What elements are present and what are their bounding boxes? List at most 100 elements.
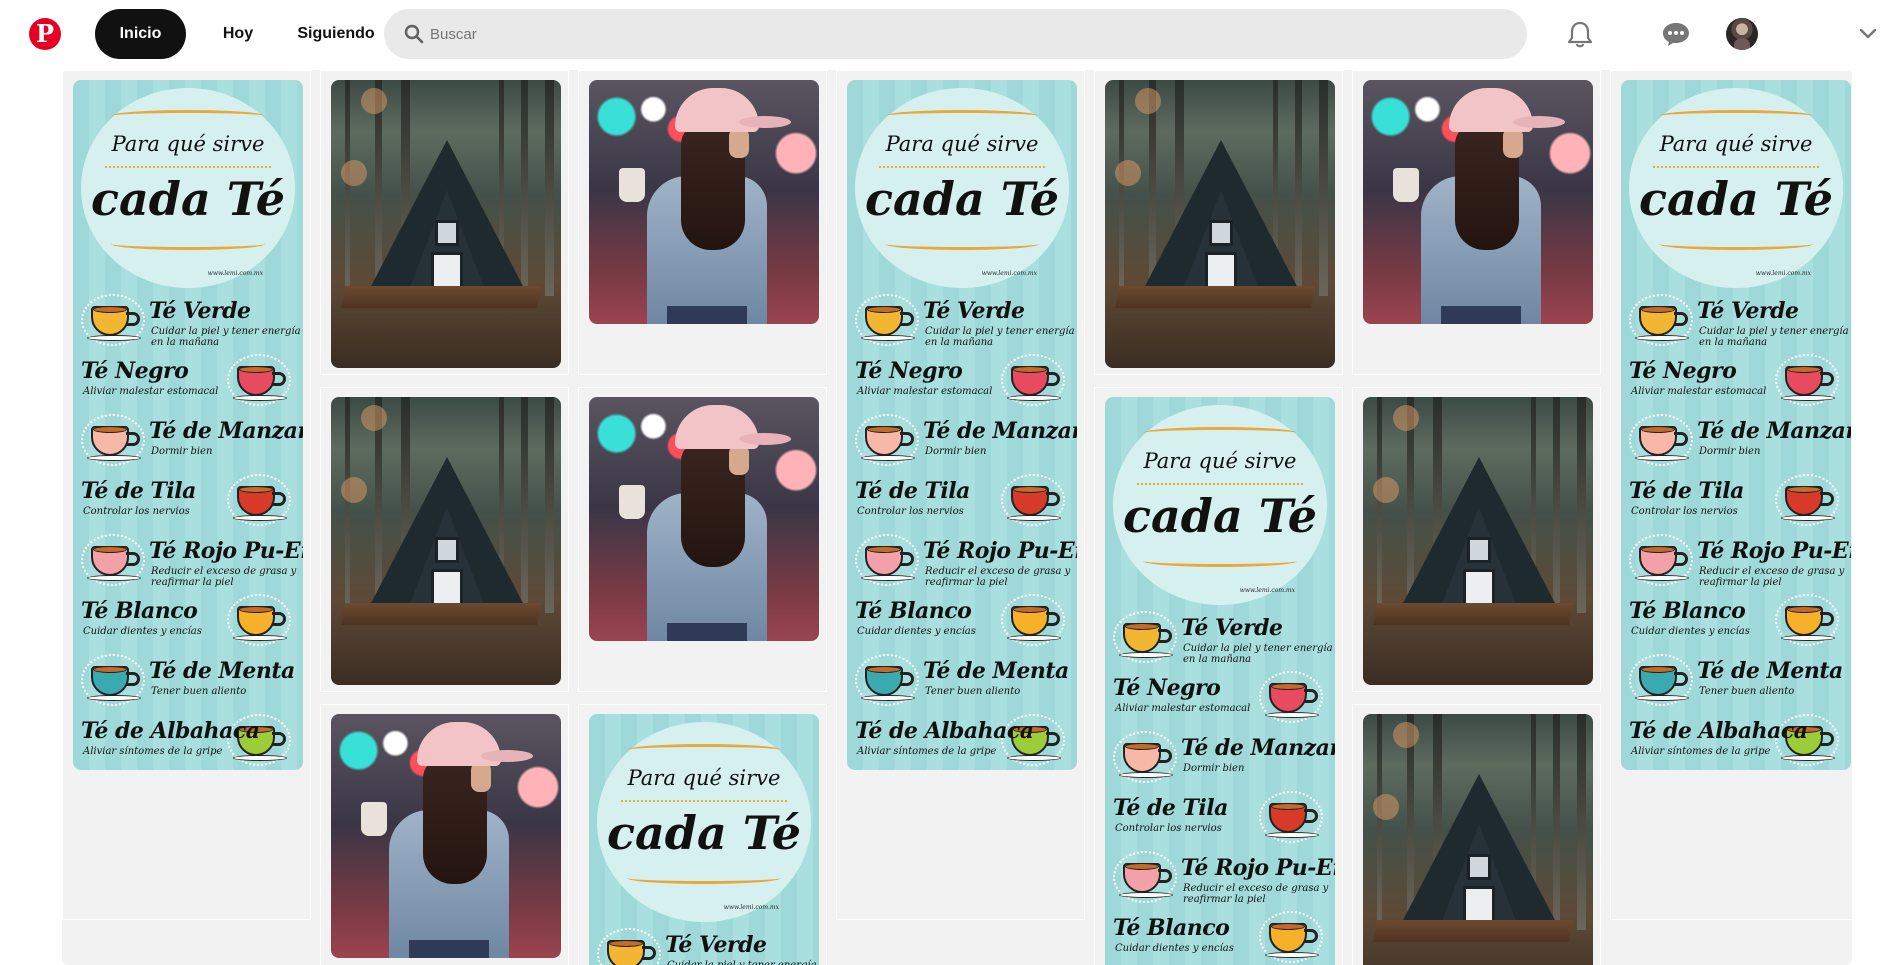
tea-description: Aliviar malestar estomacal [1631,386,1767,397]
pin-card[interactable] [320,387,569,692]
pin-card[interactable] [1352,70,1601,375]
cup-handle [272,372,286,386]
tea-name: Té Blanco [1629,598,1746,624]
tea-item: Té Negro Aliviar malestar estomacal [1105,667,1335,729]
cup-handle [1046,612,1060,626]
pin-card[interactable] [578,70,827,375]
cabin-window [435,220,459,246]
pin-card[interactable]: Para qué sirve cada Té www.lemi.com.mx Té V… [578,704,827,965]
cup-saucer [1781,635,1835,641]
pin-card[interactable] [1352,704,1601,965]
tea-description: Tener buen aliento [151,686,247,697]
cup-rim [1013,486,1047,493]
tea-item: Té Negro Aliviar malestar estomacal [847,350,1077,412]
cup-halo [1113,611,1177,663]
search-bar[interactable] [384,9,1527,59]
cup-rim [1641,546,1675,553]
tree-trunk [345,80,350,296]
dotted-divider [1137,483,1303,485]
chevron-down-icon[interactable] [1848,14,1888,54]
pin-girl-pink-cap-photo[interactable] [331,714,561,958]
cup-halo [1001,474,1065,526]
cup-rim [867,666,901,673]
cabin-deck [1115,286,1315,308]
cap-brim [1513,116,1565,128]
pin-tea-infographic[interactable]: Para qué sirve cada Té www.lemi.com.mx Té V… [1621,80,1851,770]
tea-description: Aliviar malestar estomacal [857,386,993,397]
pinterest-logo[interactable]: P [29,18,61,50]
pin-card[interactable] [320,70,569,375]
coffee-cup [619,168,645,202]
tea-name: Té Blanco [855,598,972,624]
cap-brim [739,116,791,128]
cup-rim [867,306,901,313]
pin-forest-cabin-photo[interactable] [1363,397,1593,685]
tea-item: Té Negro Aliviar malestar estomacal [1621,350,1851,412]
pin-tea-infographic[interactable]: Para qué sirve cada Té www.lemi.com.mx Té V… [847,80,1077,770]
face [729,445,749,475]
cup-handle [900,552,914,566]
pin-card[interactable] [578,387,827,692]
pin-card[interactable] [320,704,569,965]
cup-halo [855,654,919,706]
search-input[interactable] [430,9,1510,59]
cabin-door [431,569,463,607]
user-avatar[interactable] [1726,18,1758,50]
pin-card[interactable] [1094,70,1343,375]
pin-card[interactable]: Para qué sirve cada Té www.lemi.com.mx Té V… [1610,70,1852,920]
cabin-deck [1373,920,1573,942]
messages-chat-icon[interactable] [1656,14,1696,54]
tea-name: Té Blanco [1113,915,1230,941]
tea-description: Aliviar síntomes de la gripe [1631,746,1771,757]
pin-tea-infographic[interactable]: Para qué sirve cada Té www.lemi.com.mx Té V… [73,80,303,770]
pin-girl-pink-cap-photo[interactable] [589,80,819,324]
tea-name: Té de Menta [923,658,1069,684]
cup-rim [609,940,643,947]
cup-rim [239,726,273,733]
tea-description: Dormir bien [925,446,987,457]
nav-following-button[interactable]: Siguiendo [297,25,375,42]
pin-forest-cabin-photo[interactable] [1363,714,1593,965]
nav-home-button[interactable]: Inicio [95,9,186,59]
cup-handle [900,432,914,446]
pin-forest-cabin-photo[interactable] [1105,80,1335,368]
notifications-bell-icon[interactable] [1560,14,1600,54]
pin-forest-cabin-photo[interactable] [331,80,561,368]
tea-name: Té de Tila [81,478,196,504]
face [1503,128,1523,158]
pin-tea-infographic[interactable]: Para qué sirve cada Té www.lemi.com.mx Té V… [589,714,819,965]
pin-card[interactable] [1352,387,1601,692]
pin-tea-infographic[interactable]: Para qué sirve cada Té www.lemi.com.mx Té V… [1105,397,1335,965]
cup-halo [855,534,919,586]
cup-halo [1259,791,1323,843]
tea-cup-icon [1775,474,1839,526]
cup-halo [81,534,145,586]
tea-item: Té Blanco Cuidar dientes y encías [1105,907,1335,965]
cup-handle [1046,372,1060,386]
pin-card[interactable]: Para qué sirve cada Té www.lemi.com.mx Té V… [62,70,311,920]
pin-forest-cabin-photo[interactable] [331,397,561,685]
dotted-divider [621,800,787,802]
tea-item: Té de Menta Tener buen aliento [73,650,303,712]
cup-halo [855,414,919,466]
pin-girl-pink-cap-photo[interactable] [1363,80,1593,324]
cup-halo [81,294,145,346]
nav-today-button[interactable]: Hoy [222,25,254,42]
pin-card[interactable]: Para qué sirve cada Té www.lemi.com.mx Té V… [836,70,1085,920]
tea-description: Controlar los nervios [1115,823,1222,834]
pin-card[interactable]: Para qué sirve cada Té www.lemi.com.mx Té V… [1094,387,1343,965]
ornament-top [627,744,781,756]
cup-saucer [1119,652,1173,658]
tree-trunk [545,397,554,613]
cup-halo [227,714,291,766]
tea-cup-icon [1259,791,1323,843]
tea-item: Té de Tila Controlar los nervios [1621,470,1851,532]
infographic-title-line1: Para qué sirve [1659,132,1813,156]
pin-girl-pink-cap-photo[interactable] [589,397,819,641]
infographic-title-line1: Para qué sirve [627,766,781,790]
dotted-divider [105,166,271,168]
cup-saucer [1007,515,1061,521]
blurred-leaf [1135,88,1161,114]
tea-cup-icon [227,474,291,526]
cup-rim [93,426,127,433]
